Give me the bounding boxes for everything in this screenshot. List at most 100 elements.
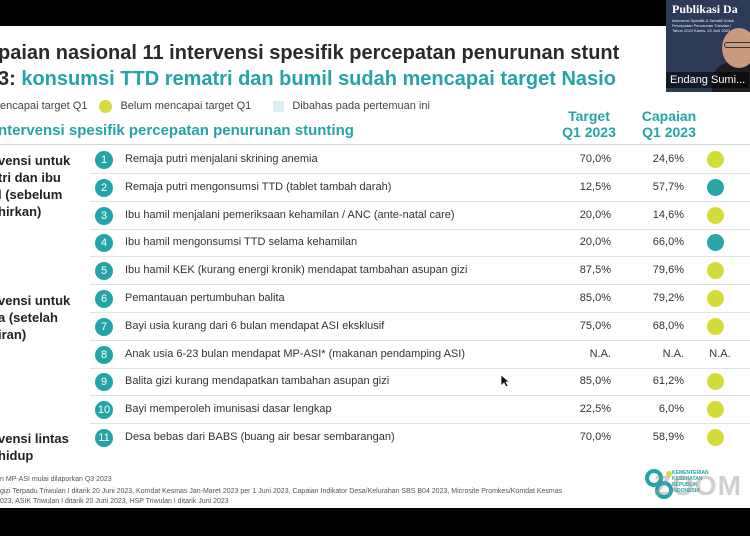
row-target: N.A. bbox=[589, 347, 611, 360]
row-target: 12,5% bbox=[579, 180, 611, 193]
legend-achieved: encapai target Q1 bbox=[0, 100, 88, 112]
legend-discussed: Dibahas pada pertemuan ini bbox=[292, 100, 430, 112]
video-slide-title: Publikasi Da bbox=[672, 2, 738, 16]
row-capaian: 24,6% bbox=[652, 153, 684, 165]
row-capaian: 61,2% bbox=[652, 375, 684, 388]
row-capaian: 79,2% bbox=[652, 292, 684, 304]
legend-not-achieved: Belum mencapai target Q1 bbox=[120, 100, 252, 112]
status-achieved-dot-icon bbox=[707, 234, 724, 252]
row-target: 85,0% bbox=[579, 375, 611, 388]
row-divider bbox=[90, 312, 750, 313]
row-capaian: 6,0% bbox=[658, 403, 684, 416]
footnote-1: n MP-ASI mulai dilaporkan Q3 2023 bbox=[0, 476, 112, 483]
group-label-1: vensi untuk tri dan ibu l (sebelum hirka… bbox=[0, 153, 71, 219]
row-description: Balita gizi kurang mendapatkan tambahan … bbox=[125, 375, 390, 388]
mouse-cursor-icon bbox=[500, 374, 510, 388]
group-label-3: vensi lintas hidup bbox=[0, 431, 69, 463]
row-description: Remaja putri menjalani skrining anemia bbox=[125, 153, 318, 165]
presentation-slide: paian nasional 11 intervensi spesifik pe… bbox=[0, 26, 750, 508]
row-description: Ibu hamil mengonsumsi TTD selama kehamil… bbox=[125, 236, 358, 249]
row-divider bbox=[90, 339, 750, 341]
kemenkes-logo-text: KEMENTERIAN KESEHATAN REPUBLIK INDONESIA bbox=[672, 470, 709, 494]
row-description: Bayi usia kurang dari 6 bulan mendapat A… bbox=[125, 319, 385, 332]
row-description: Desa bebas dari BABS (buang air besar se… bbox=[125, 431, 395, 443]
status-not-achieved-dot-icon bbox=[707, 429, 724, 446]
row-number-badge: 10 bbox=[95, 401, 113, 420]
row-divider bbox=[90, 228, 750, 230]
slide-title-line2: 3: konsumsi TTD rematri dan bumil sudah … bbox=[0, 68, 616, 91]
status-not-achieved-dot-icon bbox=[707, 317, 724, 335]
row-divider bbox=[90, 200, 750, 202]
status-not-achieved-dot-icon bbox=[707, 262, 724, 280]
table-row: 6 Pemantauan pertumbuhan balita 85,0% 79,2% bbox=[90, 285, 750, 313]
row-capaian: 68,0% bbox=[652, 319, 684, 332]
table-row: 7 Bayi usia kurang dari 6 bulan mendapat … bbox=[90, 313, 750, 341]
table-row: 2 Remaja putri mengonsumsi TTD (tablet ta… bbox=[90, 174, 750, 202]
row-description: Ibu hamil KEK (kurang energi kronik) men… bbox=[125, 264, 468, 277]
row-status-text: N.A. bbox=[709, 347, 731, 360]
col-header-capaian: Capaian Q1 2023 bbox=[641, 108, 697, 140]
row-capaian: N.A. bbox=[662, 347, 684, 360]
header-divider bbox=[0, 144, 750, 145]
row-divider bbox=[90, 284, 750, 286]
top-black-bar bbox=[0, 0, 750, 26]
row-divider bbox=[90, 256, 750, 258]
row-capaian: 58,9% bbox=[652, 431, 684, 443]
participant-avatar bbox=[722, 28, 750, 68]
table-row: 4 Ibu hamil mengonsumsi TTD selama kehami… bbox=[90, 229, 750, 258]
row-capaian: 79,6% bbox=[652, 264, 684, 277]
row-number-badge: 1 bbox=[95, 151, 113, 169]
row-description: Ibu hamil menjalani pemeriksaan kehamila… bbox=[125, 208, 455, 221]
participant-video-tile[interactable]: Publikasi Da Intervensi Spesifik & Sensi… bbox=[666, 0, 750, 92]
row-number-badge: 8 bbox=[95, 345, 113, 364]
table-row: 5 Ibu hamil KEK (kurang energi kronik) me… bbox=[90, 257, 750, 286]
participant-name: Endang Sumi... bbox=[666, 72, 750, 88]
status-not-achieved-dot-icon bbox=[707, 290, 724, 307]
status-not-achieved-dot-icon bbox=[707, 151, 724, 168]
title-accent: konsumsi TTD rematri dan bumil sudah men… bbox=[21, 68, 616, 90]
row-number-badge: 11 bbox=[95, 429, 113, 447]
video-slide-subtitle: Intervensi Spesifik & Sensitif Untuk Per… bbox=[672, 18, 735, 33]
kemenkes-logo-icon bbox=[645, 469, 673, 499]
row-description: Bayi memperoleh imunisasi dasar lengkap bbox=[125, 403, 332, 416]
row-target: 75,0% bbox=[579, 319, 611, 332]
row-target: 87,5% bbox=[579, 264, 611, 277]
row-description: Remaja putri mengonsumsi TTD (tablet tam… bbox=[125, 180, 392, 193]
bottom-black-bar bbox=[0, 508, 750, 536]
row-divider bbox=[90, 173, 750, 174]
table-row: 1 Remaja putri menjalani skrining anemia 7… bbox=[90, 146, 750, 174]
row-number-badge: 5 bbox=[95, 262, 113, 281]
table-row: 8 Anak usia 6-23 bulan mendapat MP-ASI* (… bbox=[90, 341, 750, 369]
footnote-3: 023, ASIK Triwulan I ditarik 20 Juni 202… bbox=[0, 498, 229, 505]
table-row: 11 Desa bebas dari BABS (buang air besar … bbox=[90, 424, 750, 452]
row-number-badge: 4 bbox=[95, 234, 113, 253]
row-divider bbox=[90, 395, 750, 397]
table-row: 9 Balita gizi kurang mendapatkan tambahan… bbox=[90, 368, 750, 397]
row-capaian: 66,0% bbox=[652, 236, 684, 249]
slide-title-line1: paian nasional 11 intervensi spesifik pe… bbox=[0, 42, 620, 64]
row-number-badge: 9 bbox=[95, 373, 113, 392]
status-not-achieved-dot-icon bbox=[707, 401, 724, 419]
status-not-achieved-dot-icon bbox=[707, 206, 724, 224]
row-number-badge: 6 bbox=[95, 290, 113, 308]
kemenkes-logo: KEMENTERIAN KESEHATAN REPUBLIK INDONESIA… bbox=[642, 466, 750, 504]
row-description: Anak usia 6-23 bulan mendapat MP-ASI* (m… bbox=[125, 347, 465, 360]
row-divider bbox=[90, 367, 750, 369]
participant-glasses bbox=[724, 42, 750, 48]
table-row: 10 Bayi memperoleh imunisasi dasar lengka… bbox=[90, 396, 750, 425]
row-capaian: 14,6% bbox=[652, 208, 684, 221]
status-not-achieved-dot-icon bbox=[707, 373, 724, 391]
status-achieved-dot-icon bbox=[707, 178, 724, 196]
title-prefix: 3: bbox=[0, 68, 22, 90]
row-target: 22,5% bbox=[579, 403, 611, 416]
row-number-badge: 7 bbox=[95, 317, 113, 336]
row-number-badge: 2 bbox=[95, 178, 113, 197]
row-capaian: 57,7% bbox=[652, 180, 684, 193]
row-target: 20,0% bbox=[579, 236, 611, 249]
zoom-watermark: ZOOM bbox=[654, 470, 742, 501]
row-target: 70,0% bbox=[579, 431, 611, 443]
table-row: 3 Ibu hamil menjalani pemeriksaan kehamil… bbox=[90, 202, 750, 230]
row-number-badge: 3 bbox=[95, 206, 113, 225]
table-title: ntervensi spesifik percepatan penurunan … bbox=[0, 122, 354, 139]
footnote-2: gizi Terpadu Triwulan I ditarik 20 Juni … bbox=[0, 488, 563, 495]
